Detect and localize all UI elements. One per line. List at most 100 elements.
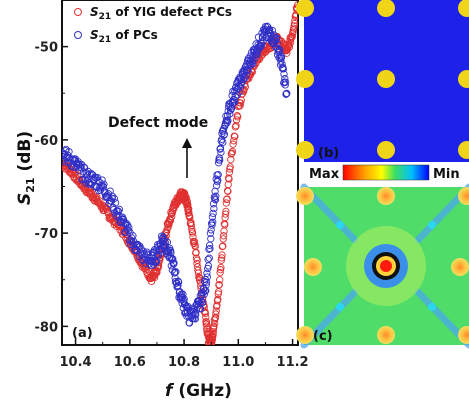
data-point <box>108 192 117 201</box>
data-point <box>209 209 217 218</box>
data-point <box>142 265 150 273</box>
data-point <box>93 173 102 182</box>
field-rod <box>458 187 469 205</box>
data-point <box>216 268 224 277</box>
data-point <box>122 219 131 228</box>
data-point <box>214 295 222 303</box>
panel-a-label: (a) <box>72 326 93 341</box>
data-point <box>236 102 244 110</box>
data-point <box>205 254 213 262</box>
field-rod <box>296 326 314 344</box>
data-point <box>115 205 124 214</box>
field-spot <box>336 303 344 311</box>
data-point <box>183 197 191 205</box>
field-rod <box>304 258 322 276</box>
data-point <box>288 33 296 41</box>
field-rod <box>296 187 314 205</box>
data-point <box>100 180 108 188</box>
data-point <box>211 196 220 204</box>
data-point <box>200 285 208 293</box>
data-point <box>194 266 202 274</box>
field-pattern <box>296 183 469 349</box>
data-point <box>220 130 229 138</box>
data-point <box>283 89 291 98</box>
data-point <box>277 57 285 65</box>
data-point <box>218 254 226 262</box>
series-1 <box>62 22 291 327</box>
data-point <box>174 278 183 286</box>
lattice-rod <box>377 0 395 17</box>
field-rod <box>458 326 469 344</box>
data-point <box>172 268 180 276</box>
lattice-rod <box>296 70 314 88</box>
data-point <box>216 156 224 164</box>
panel-b-lattice: (b) <box>296 0 469 162</box>
data-point <box>221 221 229 229</box>
x-tick-label: 11.2 <box>277 355 309 370</box>
data-point <box>223 112 232 120</box>
data-point <box>164 248 173 257</box>
panel-b-label: (b) <box>318 146 339 161</box>
data-point <box>215 281 223 289</box>
data-point <box>278 60 286 68</box>
data-point <box>276 46 284 54</box>
data-point <box>231 132 239 141</box>
data-point <box>210 204 218 213</box>
data-point <box>223 195 231 203</box>
data-point <box>209 330 217 339</box>
data-point <box>129 232 137 240</box>
y-tick-label: -70 <box>35 227 59 242</box>
x-tick-label: 10.4 <box>60 355 92 370</box>
data-point <box>169 255 177 263</box>
data-point <box>229 140 237 148</box>
data-point <box>226 163 234 171</box>
data-point <box>231 87 239 95</box>
data-point <box>202 281 210 289</box>
data-point <box>221 210 230 218</box>
data-point <box>124 226 132 235</box>
data-point <box>194 269 203 277</box>
data-point <box>186 214 194 222</box>
data-point <box>218 251 226 259</box>
data-point <box>148 256 156 265</box>
data-point <box>203 269 211 277</box>
data-point <box>290 22 298 30</box>
data-point <box>112 211 120 219</box>
data-point <box>230 137 238 145</box>
lattice-rods <box>296 0 469 159</box>
colorbar-gradient <box>342 164 430 181</box>
data-point <box>242 71 250 79</box>
data-point <box>191 315 199 323</box>
data-points <box>62 1 298 345</box>
data-point <box>192 310 200 319</box>
data-point <box>217 148 225 157</box>
data-point <box>168 209 177 217</box>
data-point <box>203 273 211 281</box>
axes: 10.4 10.6 10.8 11.0 11.2 -80 -70 -60 -50 <box>35 0 309 370</box>
data-point <box>195 273 203 282</box>
data-point <box>212 181 221 190</box>
legend-marker-pcs <box>74 31 82 39</box>
data-point <box>202 278 211 286</box>
data-point <box>94 176 102 184</box>
data-point <box>179 290 187 298</box>
x-tick-label: 11.0 <box>222 355 254 370</box>
data-point <box>193 259 201 268</box>
data-point <box>190 238 199 246</box>
data-point <box>249 56 257 65</box>
data-point <box>280 70 288 78</box>
data-point <box>209 328 217 336</box>
data-point <box>214 176 222 184</box>
data-point <box>159 233 167 241</box>
legend: S21 of YIG defect PCs S21 of PCs <box>74 5 232 45</box>
data-point <box>285 43 294 51</box>
data-point <box>217 256 225 264</box>
data-point <box>208 213 217 221</box>
data-point <box>278 52 286 61</box>
data-point <box>217 263 225 272</box>
data-point <box>219 235 227 243</box>
data-point <box>171 278 180 286</box>
data-point <box>214 171 222 179</box>
data-point <box>222 207 230 216</box>
data-point <box>205 245 213 253</box>
